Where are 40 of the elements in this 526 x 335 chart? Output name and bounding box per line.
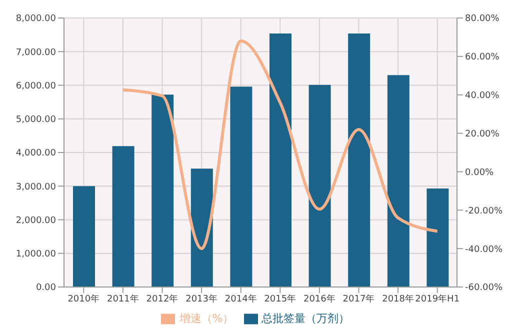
x-tick-label: 2011年: [106, 293, 139, 304]
y-tick-label: 5,000.00: [16, 115, 56, 126]
y2-tick-label: -20.00%: [465, 206, 504, 216]
y-tick-label: 4,000.00: [16, 148, 56, 159]
bar: [387, 75, 410, 287]
bar: [73, 186, 95, 287]
x-tick-label: 2013年: [186, 293, 218, 304]
y-tick-label: 6,000.00: [16, 81, 56, 92]
line-series: [121, 40, 439, 250]
y2-tick-label: 0.00%: [465, 168, 494, 178]
y2-tick-label: 80.00%: [465, 14, 500, 24]
legend-label: 增速（%）: [179, 312, 234, 325]
y-tick-label: 2,000.00: [16, 216, 56, 226]
x-tick-label: 2017年: [342, 293, 375, 304]
x-tick-label: 2015年: [264, 293, 296, 304]
y-tick-label: 7,000.00: [16, 48, 56, 58]
y-tick-label: 0.00: [36, 283, 56, 294]
y2-tick-label: -40.00%: [465, 244, 504, 255]
y2-tick-label: 60.00%: [465, 52, 500, 63]
y2-tick-label: -60.00%: [465, 283, 504, 294]
bar: [426, 188, 449, 287]
x-tick-label: 2012年: [146, 293, 178, 304]
x-tick-label: 2019年H1: [415, 293, 460, 304]
legend-label: 总批签量（万剂）: [262, 312, 350, 325]
bar: [308, 84, 331, 287]
x-tick-label: 2014年: [224, 293, 257, 304]
y2-tick-label: 40.00%: [465, 91, 500, 102]
bar: [348, 33, 370, 287]
x-tick-label: 2016年: [303, 293, 336, 304]
x-tick-label: 2018年: [382, 293, 414, 304]
bar: [230, 86, 252, 287]
y-tick-label: 8,000.00: [16, 14, 56, 24]
y-tick-label: 3,000.00: [16, 182, 56, 192]
y-tick-label: 1,000.00: [16, 250, 56, 260]
bar: [270, 33, 292, 287]
bar: [190, 168, 213, 287]
x-tick-label: 2010年: [68, 293, 100, 304]
bar: [112, 146, 134, 287]
bar: [152, 94, 174, 287]
y2-tick-label: 20.00%: [465, 129, 500, 140]
